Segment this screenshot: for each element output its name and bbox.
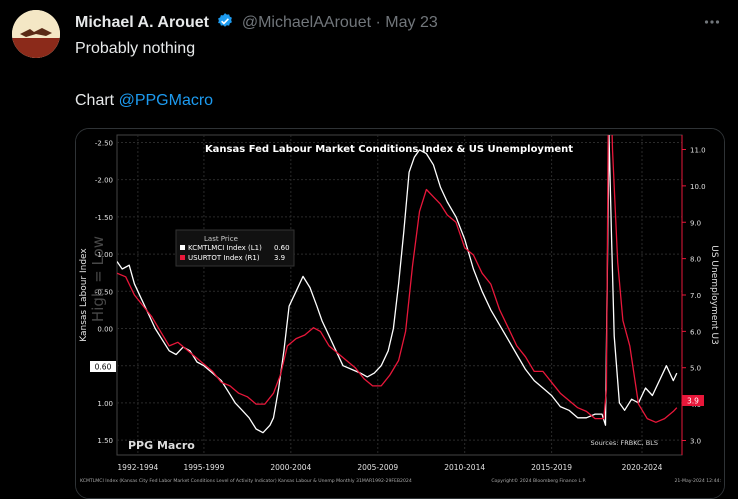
- plot-frame: [116, 134, 683, 456]
- last-value-right-tag: 3.9: [682, 395, 704, 406]
- last-value-left-tag: 0.60: [90, 361, 116, 372]
- right-tick-label: 3.0: [690, 437, 701, 445]
- left-tick-label: 0.00: [97, 325, 113, 333]
- tweet-text-line2: Chart @PPGMacro: [75, 92, 213, 110]
- x-tick-label: 2020-2024: [622, 463, 663, 472]
- mention-link[interactable]: @PPGMacro: [118, 92, 214, 109]
- tweet-date[interactable]: May 23: [385, 14, 438, 31]
- verified-badge-icon: [216, 12, 234, 35]
- left-tick-label: -1.00: [95, 251, 113, 259]
- left-tick-label: 1.50: [97, 437, 113, 445]
- tweet-header: Michael A. Arouet @MichaelAArouet · May …: [75, 12, 438, 35]
- series-line-kansas-labour-index: [117, 135, 678, 434]
- author-handle[interactable]: @MichaelAArouet: [241, 14, 372, 31]
- right-axis-label: US Unemployment U3: [709, 245, 719, 345]
- legend-item-2: USURTOT Index (R1): [188, 254, 260, 262]
- left-tick-label: -2.50: [95, 139, 113, 147]
- right-tick-label: 10.0: [690, 183, 706, 191]
- right-tick-label: 7.0: [690, 292, 701, 300]
- tweet-text-prefix: Chart: [75, 92, 119, 109]
- x-tick-label: 1995-1999: [183, 463, 224, 472]
- grid: [117, 135, 682, 455]
- x-tick-label: 2005-2009: [357, 463, 398, 472]
- legend: Last Price KCMTLMCI Index (L1) 0.60 USUR…: [175, 229, 295, 267]
- last-value-left: 0.60: [95, 363, 112, 372]
- right-tick-label: 5.0: [690, 365, 701, 373]
- avatar[interactable]: [12, 10, 60, 58]
- series-line-us-unemployment: [117, 135, 678, 423]
- left-tick-label: -1.50: [95, 214, 113, 222]
- x-tick-label: 2015-2019: [531, 463, 572, 472]
- sources-note: Sources: FRBKC, BLS: [591, 439, 658, 447]
- left-axis-label: Kansas Labour Index: [79, 248, 89, 342]
- right-tick-label: 6.0: [690, 328, 701, 336]
- left-tick-label: -2.00: [95, 177, 113, 185]
- legend-item-1-value: 0.60: [274, 244, 290, 252]
- left-tick-label: 1.00: [97, 400, 113, 408]
- footer-date: 21-May-2024 12:44:: [674, 478, 721, 484]
- watermark: PPG Macro: [128, 439, 195, 452]
- right-tick-label: 11.0: [690, 147, 706, 155]
- series-lines: [117, 135, 678, 434]
- footer-left: KCMTLMCI Index (Kansas City Fed Labor Ma…: [80, 478, 412, 484]
- x-tick-label: 2010-2014: [444, 463, 485, 472]
- legend-swatch-white: [180, 245, 185, 250]
- chart: -2.50-2.00-1.50-1.00-0.500.000.501.001.5…: [76, 129, 724, 498]
- right-tick-label: 9.0: [690, 219, 701, 227]
- left-axis-watermark: High = Low: [89, 236, 107, 322]
- last-value-right: 3.9: [687, 397, 699, 406]
- legend-item-2-value: 3.9: [274, 254, 285, 262]
- tweet-media-chart[interactable]: -2.50-2.00-1.50-1.00-0.500.000.501.001.5…: [75, 128, 725, 499]
- left-tick-label: -0.50: [95, 288, 113, 296]
- x-tick-label: 1992-1994: [117, 463, 158, 472]
- legend-item-1: KCMTLMCI Index (L1): [188, 244, 262, 252]
- x-axis: 1992-1994 1995-1999 2000-2004 2005-2009 2010…: [117, 463, 662, 472]
- chart-title: Kansas Fed Labour Market Conditions Inde…: [205, 144, 573, 155]
- separator-dot: ·: [375, 14, 381, 31]
- more-options-icon[interactable]: [704, 14, 720, 35]
- right-tick-label: 8.0: [690, 256, 701, 264]
- author-name[interactable]: Michael A. Arouet: [75, 14, 209, 31]
- legend-swatch-red: [180, 255, 185, 260]
- avatar-image: [12, 10, 60, 58]
- legend-title: Last Price: [204, 235, 238, 243]
- x-tick-label: 2000-2004: [270, 463, 311, 472]
- footer-copyright: Copyright© 2024 Bloomberg Finance L.P.: [491, 477, 586, 484]
- tweet-text-line1: Probably nothing: [75, 40, 196, 57]
